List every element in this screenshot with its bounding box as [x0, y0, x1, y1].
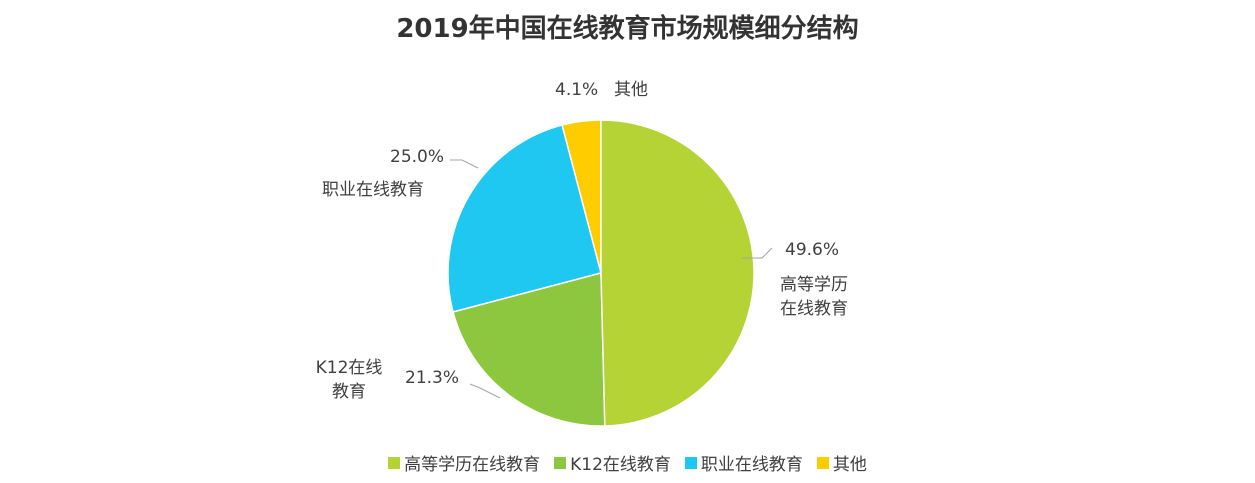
value-label: 25.0% [390, 147, 445, 167]
pie-slice [447, 124, 602, 313]
leader-line [742, 247, 773, 259]
legend-item: K12在线教育 [554, 450, 671, 475]
legend-swatch [816, 456, 829, 469]
pie-slice [452, 272, 606, 427]
leader-line [450, 159, 479, 169]
legend-swatch [388, 456, 401, 469]
category-label: 高等学历在线教育 [780, 275, 848, 319]
value-label: 4.1% [555, 80, 599, 100]
value-label: 49.6% [785, 240, 840, 260]
legend-label: 其他 [832, 455, 867, 475]
leader-line [469, 383, 501, 399]
legend-item: 高等学历在线教育 [388, 450, 540, 475]
value-label: 21.3% [405, 368, 460, 388]
legend-item: 其他 [816, 450, 867, 475]
legend-swatch [554, 456, 567, 469]
legend-label: K12在线教育 [570, 455, 671, 475]
category-label: K12在线教育 [315, 358, 383, 402]
leader-lines [450, 159, 773, 399]
category-label: 职业在线教育 [322, 180, 424, 200]
pie-slice [600, 119, 755, 427]
legend-label: 职业在线教育 [700, 455, 803, 475]
legend-swatch [684, 456, 697, 469]
category-label: 其他 [614, 80, 648, 100]
chart-title: 2019年中国在线教育市场规模细分结构 [396, 14, 859, 44]
legend-item: 职业在线教育 [684, 450, 803, 475]
legend-label: 高等学历在线教育 [404, 455, 541, 475]
legend: 高等学历在线教育 K12在线教育 职业在线教育 其他 [0, 450, 1255, 475]
